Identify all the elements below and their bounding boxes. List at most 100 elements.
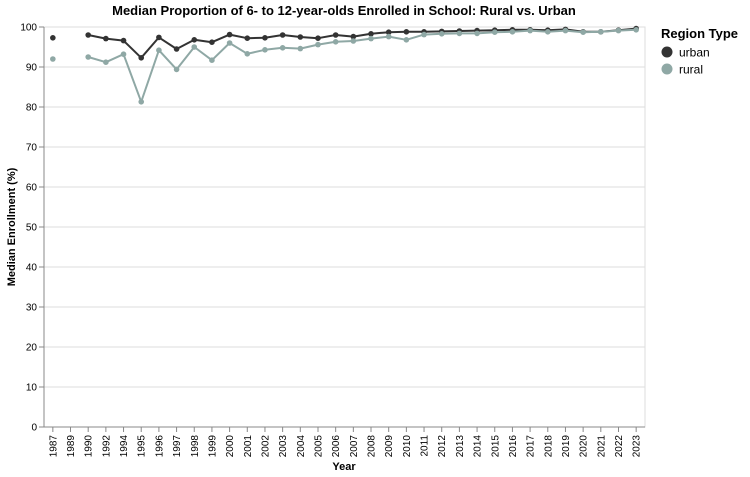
data-point-rural bbox=[509, 29, 516, 35]
data-point-rural bbox=[403, 37, 410, 43]
x-tick-label: 2021 bbox=[596, 435, 607, 458]
data-point-rural bbox=[615, 27, 622, 34]
data-point-rural bbox=[315, 41, 321, 48]
data-point-urban bbox=[50, 35, 56, 41]
data-point-rural bbox=[244, 51, 251, 57]
y-tick-label: 60 bbox=[26, 183, 38, 194]
x-tick-label: 2007 bbox=[349, 435, 360, 458]
data-point-rural bbox=[120, 51, 127, 57]
y-tick-label: 0 bbox=[31, 423, 37, 434]
data-point-urban bbox=[156, 34, 162, 41]
data-point-rural bbox=[262, 47, 268, 53]
data-point-rural bbox=[191, 44, 198, 50]
y-tick-label: 30 bbox=[26, 303, 38, 314]
y-tick-label: 10 bbox=[26, 383, 38, 394]
data-point-urban bbox=[315, 35, 321, 41]
data-point-urban bbox=[209, 39, 215, 45]
x-tick-label: 1987 bbox=[48, 435, 59, 458]
x-tick-label: 2013 bbox=[455, 435, 466, 458]
legend-title: Region Type bbox=[661, 26, 738, 41]
data-point-rural bbox=[50, 56, 56, 62]
data-point-rural bbox=[103, 59, 109, 65]
y-tick-label: 70 bbox=[26, 143, 38, 154]
data-point-urban bbox=[138, 55, 145, 61]
x-tick-label: 1990 bbox=[84, 435, 95, 458]
y-tick-label: 100 bbox=[20, 23, 37, 34]
x-tick-label: 2000 bbox=[225, 435, 236, 458]
data-point-urban bbox=[103, 35, 109, 42]
data-point-urban bbox=[368, 31, 374, 37]
x-tick-label: 2015 bbox=[490, 435, 501, 458]
x-tick-label: 2016 bbox=[508, 435, 519, 458]
data-point-rural bbox=[385, 33, 392, 40]
data-point-rural bbox=[633, 27, 639, 33]
data-point-rural bbox=[332, 39, 339, 45]
x-tick-label: 1989 bbox=[66, 435, 77, 458]
data-point-urban bbox=[85, 32, 91, 38]
x-tick-label: 2020 bbox=[579, 435, 590, 458]
gridlines bbox=[43, 26, 646, 428]
x-tick-label: 1999 bbox=[207, 435, 218, 458]
x-tick-label: 2023 bbox=[632, 435, 643, 458]
data-point-urban bbox=[173, 46, 180, 52]
y-axis: 0 10 20 30 40 50 60 70 80 90 100 bbox=[20, 23, 45, 434]
data-point-rural bbox=[138, 99, 145, 105]
data-point-rural bbox=[173, 66, 180, 73]
data-point-rural bbox=[580, 29, 586, 35]
x-tick-label: 1996 bbox=[154, 435, 165, 458]
legend-symbol-urban bbox=[661, 46, 673, 58]
x-tick-label: 1995 bbox=[137, 435, 148, 458]
data-point-rural bbox=[527, 27, 533, 34]
series-line-rural bbox=[87, 28, 637, 103]
x-tick-label: 2005 bbox=[313, 435, 324, 458]
y-axis-title: Median Enrollment (%) bbox=[6, 167, 18, 286]
data-point-urban bbox=[279, 32, 286, 38]
plot-area bbox=[50, 25, 639, 105]
x-tick-label: 2011 bbox=[420, 435, 431, 457]
data-point-rural bbox=[156, 47, 162, 53]
data-point-rural bbox=[562, 27, 569, 34]
data-point-rural bbox=[474, 30, 480, 37]
data-point-urban bbox=[226, 31, 233, 38]
data-point-urban bbox=[385, 29, 392, 35]
x-tick-label: 2018 bbox=[543, 435, 554, 458]
x-tick-label: 2017 bbox=[526, 435, 537, 458]
data-point-rural bbox=[544, 29, 551, 35]
x-tick-label: 1992 bbox=[101, 435, 112, 458]
x-tick-label: 2009 bbox=[384, 435, 395, 458]
y-tick-label: 20 bbox=[26, 343, 38, 354]
data-point-rural bbox=[438, 31, 445, 37]
y-tick-label: 90 bbox=[26, 63, 38, 74]
data-point-rural bbox=[421, 31, 427, 38]
x-tick-label: 2001 bbox=[243, 435, 254, 458]
data-point-rural bbox=[350, 38, 357, 44]
data-point-urban bbox=[350, 33, 357, 40]
chart-title: Median Proportion of 6- to 12-year-olds … bbox=[112, 3, 576, 18]
y-tick-label: 80 bbox=[26, 103, 38, 114]
legend: Region Type urban rural bbox=[661, 26, 738, 77]
data-point-rural bbox=[297, 45, 304, 52]
data-point-rural bbox=[368, 35, 374, 42]
x-axis-title: Year bbox=[332, 461, 356, 473]
x-tick-label: 2008 bbox=[367, 435, 378, 458]
x-tick-label: 2022 bbox=[614, 435, 625, 458]
x-tick-label: 2002 bbox=[260, 435, 271, 458]
y-tick-label: 40 bbox=[26, 263, 38, 274]
data-point-urban bbox=[244, 35, 251, 41]
x-tick-label: 2003 bbox=[278, 435, 289, 458]
data-point-rural bbox=[456, 30, 463, 37]
x-tick-label: 2014 bbox=[473, 435, 484, 458]
x-tick-label: 2010 bbox=[402, 435, 413, 458]
x-tick-label: 2012 bbox=[437, 435, 448, 458]
x-tick-label: 1994 bbox=[119, 435, 130, 458]
x-tick-label: 2006 bbox=[331, 435, 342, 458]
data-point-rural bbox=[279, 45, 286, 51]
data-point-rural bbox=[85, 54, 91, 60]
data-point-rural bbox=[598, 29, 604, 35]
data-point-rural bbox=[491, 29, 498, 35]
data-point-urban bbox=[262, 35, 268, 41]
data-point-urban bbox=[120, 37, 127, 44]
x-tick-label: 2019 bbox=[561, 435, 572, 458]
data-point-urban bbox=[332, 32, 339, 38]
